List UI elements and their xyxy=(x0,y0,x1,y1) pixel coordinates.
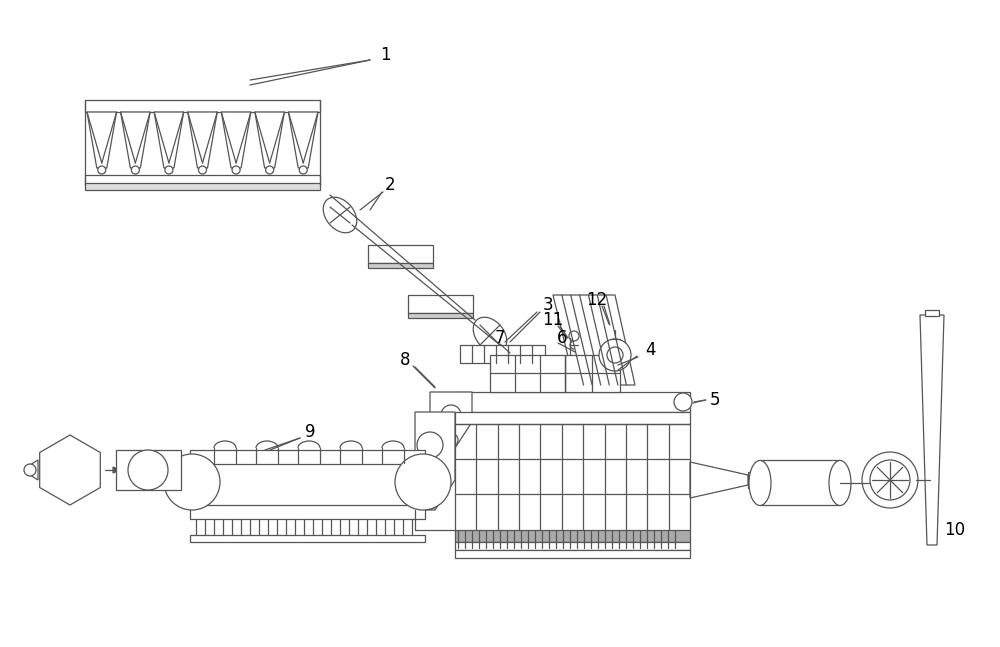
Circle shape xyxy=(453,393,471,411)
Polygon shape xyxy=(255,112,284,168)
Circle shape xyxy=(232,166,240,174)
Text: 6: 6 xyxy=(557,329,567,347)
Circle shape xyxy=(569,331,579,341)
Bar xyxy=(455,392,690,412)
Text: 2: 2 xyxy=(385,176,395,194)
Circle shape xyxy=(299,166,307,174)
Bar xyxy=(190,450,425,464)
Text: 12: 12 xyxy=(586,291,608,309)
Bar xyxy=(455,542,690,550)
Circle shape xyxy=(131,166,139,174)
Bar xyxy=(455,550,690,558)
Bar xyxy=(368,245,433,263)
Circle shape xyxy=(198,166,207,174)
Polygon shape xyxy=(927,477,933,483)
Bar xyxy=(85,183,320,190)
Bar xyxy=(116,450,181,490)
Bar xyxy=(368,263,433,268)
Circle shape xyxy=(674,393,692,411)
Circle shape xyxy=(862,452,918,508)
Bar xyxy=(85,175,320,185)
Text: 11: 11 xyxy=(542,311,564,329)
Polygon shape xyxy=(87,112,117,168)
Bar xyxy=(455,412,690,424)
Polygon shape xyxy=(188,112,217,168)
Bar xyxy=(455,530,690,542)
Polygon shape xyxy=(40,435,100,505)
Bar xyxy=(190,505,425,519)
Bar xyxy=(190,535,425,542)
Text: 1: 1 xyxy=(380,46,390,64)
Text: 7: 7 xyxy=(495,329,505,347)
Ellipse shape xyxy=(829,461,851,505)
Circle shape xyxy=(24,464,36,476)
Bar xyxy=(760,460,840,505)
Polygon shape xyxy=(553,295,635,385)
Text: 10: 10 xyxy=(944,521,966,539)
Polygon shape xyxy=(113,467,120,473)
Polygon shape xyxy=(415,412,455,510)
Ellipse shape xyxy=(473,317,507,353)
Circle shape xyxy=(395,454,451,510)
Polygon shape xyxy=(154,112,184,168)
Circle shape xyxy=(444,433,458,447)
Polygon shape xyxy=(430,392,472,448)
Circle shape xyxy=(266,166,274,174)
Circle shape xyxy=(870,460,910,500)
Circle shape xyxy=(607,347,623,363)
Bar xyxy=(748,472,808,488)
Text: 3: 3 xyxy=(543,296,553,314)
Polygon shape xyxy=(288,112,318,168)
Bar xyxy=(85,100,320,112)
Bar xyxy=(460,345,545,363)
Text: 8: 8 xyxy=(400,351,410,369)
Bar xyxy=(490,355,565,392)
Circle shape xyxy=(165,166,173,174)
Polygon shape xyxy=(920,315,944,545)
Bar xyxy=(408,295,473,313)
Bar xyxy=(408,313,473,318)
Polygon shape xyxy=(121,112,150,168)
Circle shape xyxy=(417,432,443,458)
Circle shape xyxy=(421,491,439,509)
Ellipse shape xyxy=(749,461,771,505)
Text: 9: 9 xyxy=(305,423,315,441)
Circle shape xyxy=(128,450,168,490)
Bar xyxy=(565,355,620,392)
Polygon shape xyxy=(690,462,748,498)
Bar xyxy=(925,310,939,316)
Ellipse shape xyxy=(323,197,357,233)
Circle shape xyxy=(441,405,461,425)
Circle shape xyxy=(164,454,220,510)
Polygon shape xyxy=(30,460,38,480)
Text: 4: 4 xyxy=(645,341,655,359)
Polygon shape xyxy=(221,112,251,168)
Circle shape xyxy=(599,339,631,371)
Text: 5: 5 xyxy=(710,391,720,409)
Circle shape xyxy=(98,166,106,174)
